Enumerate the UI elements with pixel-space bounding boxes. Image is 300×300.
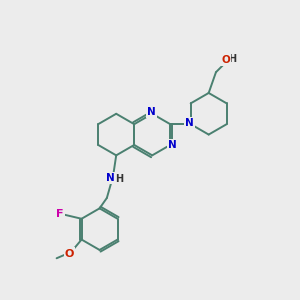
Text: H: H xyxy=(228,54,236,64)
Text: O: O xyxy=(65,249,74,259)
Text: N: N xyxy=(185,118,194,128)
Text: H: H xyxy=(115,174,123,184)
Text: F: F xyxy=(56,209,64,219)
Text: N: N xyxy=(168,140,177,150)
Text: O: O xyxy=(221,55,230,65)
Text: N: N xyxy=(106,173,115,183)
Text: N: N xyxy=(147,107,156,117)
